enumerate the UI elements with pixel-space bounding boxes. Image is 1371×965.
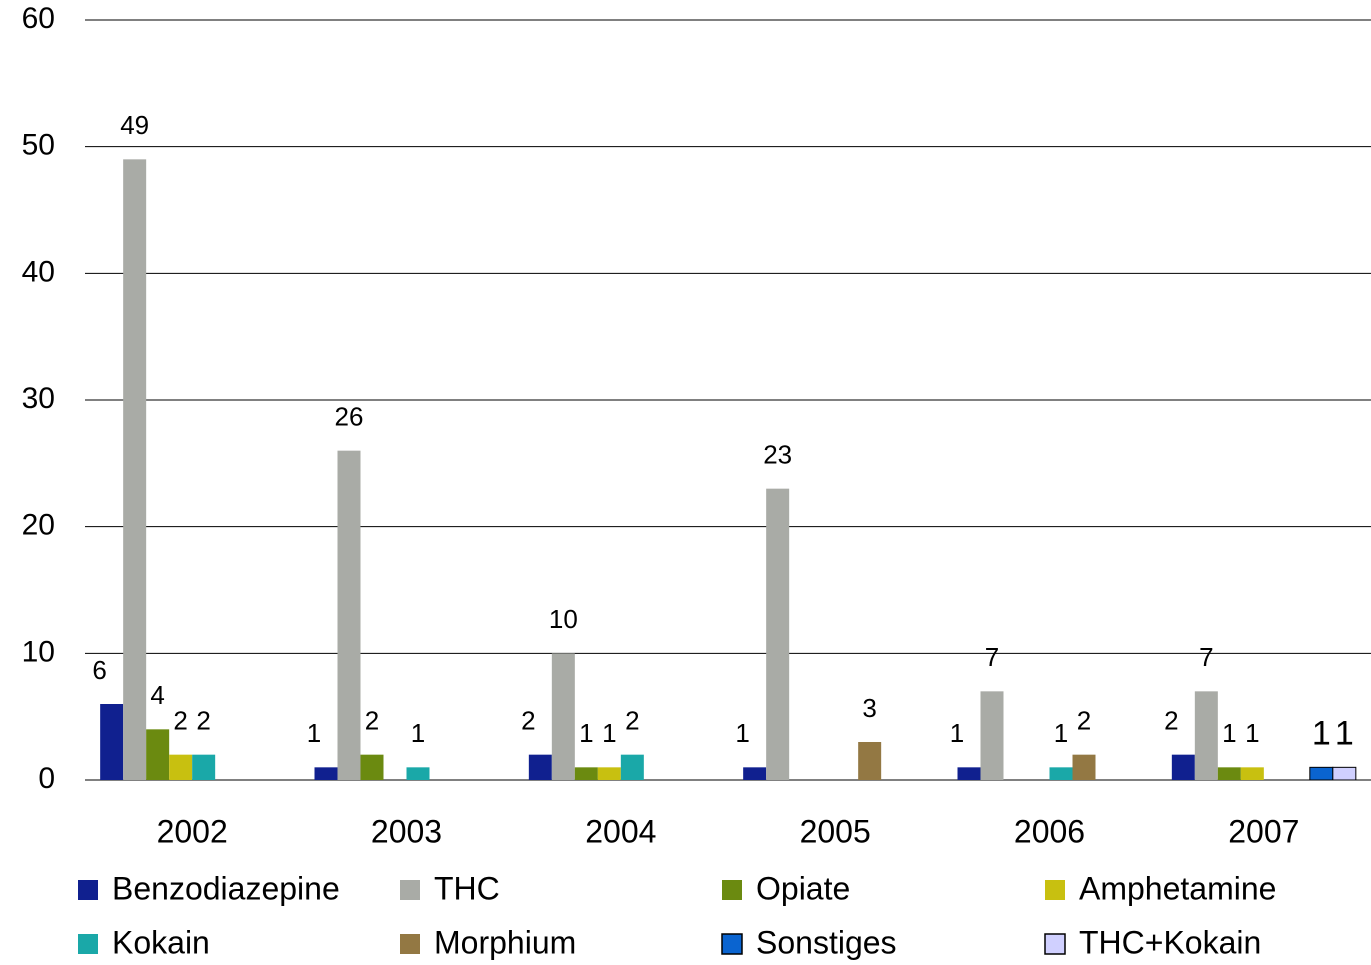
data-label: 23 xyxy=(763,440,792,470)
data-label: 1 xyxy=(1245,718,1259,748)
data-label: 2 xyxy=(365,706,379,736)
data-label: 1 xyxy=(411,718,425,748)
data-label: 7 xyxy=(985,642,999,672)
data-label: 3 xyxy=(862,693,876,723)
y-tick-label: 10 xyxy=(22,635,55,668)
data-label: 2 xyxy=(625,706,639,736)
bar xyxy=(1072,754,1096,780)
bar xyxy=(169,754,193,780)
legend-label: Morphium xyxy=(434,924,576,960)
bar xyxy=(337,450,361,780)
y-tick-label: 30 xyxy=(22,382,55,415)
data-label: 6 xyxy=(92,655,106,685)
legend-label: Benzodiazepine xyxy=(112,870,340,906)
legend-swatch xyxy=(78,880,98,900)
data-label: 2 xyxy=(1164,706,1178,736)
x-tick-label: 2003 xyxy=(371,813,442,849)
data-label: 1 xyxy=(307,718,321,748)
legend-label: THC+Kokain xyxy=(1079,924,1261,960)
legend-swatch xyxy=(1044,933,1066,955)
bar xyxy=(1049,767,1073,780)
y-tick-label: 50 xyxy=(22,129,55,162)
data-label: 1 xyxy=(1222,718,1236,748)
legend-swatch xyxy=(1045,880,1065,900)
bar xyxy=(1171,754,1195,780)
y-tick-label: 0 xyxy=(38,762,55,795)
data-label: 7 xyxy=(1199,642,1213,672)
bar xyxy=(192,754,216,780)
data-label: 4 xyxy=(150,680,164,710)
x-tick-label: 2007 xyxy=(1228,813,1299,849)
bar xyxy=(620,754,644,780)
bar xyxy=(1309,766,1334,781)
data-label: 26 xyxy=(335,402,364,432)
legend-label: Opiate xyxy=(756,870,850,906)
legend-label: Kokain xyxy=(112,924,210,960)
data-label: 2 xyxy=(1077,706,1091,736)
x-tick-label: 2005 xyxy=(800,813,871,849)
x-tick-label: 2004 xyxy=(585,813,656,849)
bar xyxy=(146,729,170,780)
legend-swatch xyxy=(400,880,420,900)
data-label: 1 xyxy=(1312,714,1331,752)
legend-label: THC xyxy=(434,870,500,906)
bar xyxy=(597,767,621,780)
bar xyxy=(360,754,384,780)
data-label: 2 xyxy=(173,706,187,736)
bar xyxy=(1240,767,1264,780)
data-label: 1 xyxy=(602,718,616,748)
bar xyxy=(528,754,552,780)
bar xyxy=(314,767,338,780)
legend-swatch xyxy=(721,933,743,955)
data-label: 1 xyxy=(579,718,593,748)
data-label: 2 xyxy=(521,706,535,736)
bar xyxy=(1332,766,1357,781)
bar xyxy=(743,767,767,780)
bar xyxy=(766,488,790,780)
bar xyxy=(980,691,1004,780)
bar xyxy=(123,159,147,781)
y-tick-label: 60 xyxy=(22,2,55,35)
data-label: 1 xyxy=(950,718,964,748)
bar xyxy=(551,653,575,780)
bar xyxy=(1217,767,1241,780)
bar xyxy=(957,767,981,780)
legend-label: Sonstiges xyxy=(756,924,897,960)
legend-swatch xyxy=(78,934,98,954)
bar xyxy=(574,767,598,780)
y-tick-label: 40 xyxy=(22,255,55,288)
legend-swatch xyxy=(722,880,742,900)
data-label: 1 xyxy=(1054,718,1068,748)
bar xyxy=(1194,691,1218,780)
data-label: 10 xyxy=(549,604,578,634)
bar xyxy=(858,742,882,780)
x-tick-label: 2002 xyxy=(157,813,228,849)
data-label: 1 xyxy=(1335,714,1354,752)
data-label: 1 xyxy=(735,718,749,748)
bar xyxy=(100,704,124,780)
bar xyxy=(406,767,430,780)
x-tick-label: 2006 xyxy=(1014,813,1085,849)
legend-label: Amphetamine xyxy=(1079,870,1276,906)
data-label: 2 xyxy=(196,706,210,736)
legend-swatch xyxy=(400,934,420,954)
y-tick-label: 20 xyxy=(22,509,55,542)
data-label: 49 xyxy=(120,110,149,140)
